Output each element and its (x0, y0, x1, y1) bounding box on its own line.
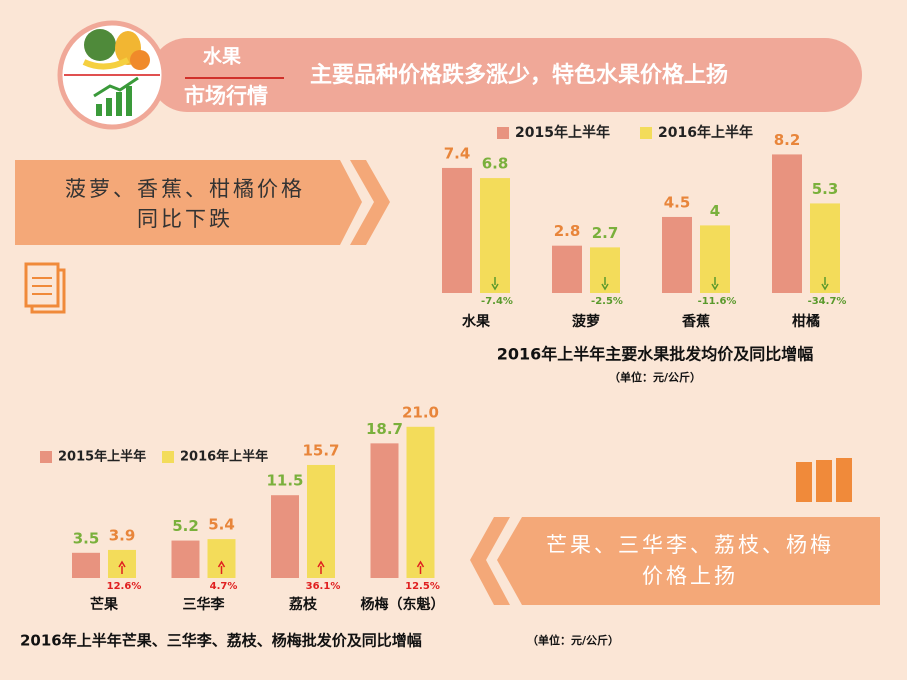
change-label: 36.1% (306, 581, 341, 592)
x-tick-label: 香蕉 (681, 313, 710, 330)
value-label: 2.7 (592, 224, 619, 242)
change-arrow (217, 560, 226, 574)
value-label: 5.3 (812, 180, 839, 198)
icon-bar (96, 104, 102, 116)
value-label: 11.5 (266, 472, 303, 490)
icon-melon (84, 29, 116, 61)
change-arrow (821, 277, 829, 291)
chart-title: 2016年上半年主要水果批发均价及同比增幅 (497, 345, 814, 364)
callout (497, 517, 880, 605)
binder-icon (796, 462, 812, 502)
icon-bar (116, 92, 122, 116)
chart-title: 2016年上半年芒果、三华李、荔枝、杨梅批发价及同比增幅 (20, 632, 422, 650)
legend-label: 2016年上半年 (180, 449, 268, 465)
x-tick-label: 柑橘 (792, 313, 820, 330)
callout-text: 价格上扬 (642, 564, 738, 588)
change-label: -34.7% (808, 296, 847, 307)
change-label: 12.6% (107, 581, 142, 592)
value-label: 8.2 (774, 131, 801, 149)
bar (552, 245, 582, 293)
bar (72, 552, 100, 578)
x-tick-label: 杨梅（东魁） (361, 596, 445, 613)
change-arrow (317, 560, 325, 574)
bar (271, 495, 299, 578)
icon-trend (93, 76, 139, 98)
callout-text: 芒果、三华李、荔枝、杨梅 (546, 533, 834, 557)
change-label: 12.5% (405, 581, 440, 592)
callout (15, 160, 362, 245)
binder-icon (836, 458, 852, 502)
bar (442, 167, 472, 293)
value-label: 6.8 (482, 155, 509, 173)
binder-icon (816, 460, 832, 502)
change-arrow (416, 560, 425, 574)
headline: 主要品种价格跌多涨少，特色水果价格上扬 (310, 62, 728, 88)
icon-banana (82, 57, 130, 70)
value-label: 3.5 (73, 529, 100, 547)
icon-orange (130, 50, 150, 70)
value-label: 2.8 (554, 222, 581, 240)
change-arrow (118, 560, 126, 574)
bar (171, 540, 200, 578)
legend-swatch (640, 127, 652, 139)
change-label: -11.6% (698, 296, 737, 307)
value-label: 5.2 (172, 517, 199, 535)
callout-text: 同比下跌 (137, 207, 233, 231)
legend-label: 2015年上半年 (515, 124, 610, 141)
legend-label: 2016年上半年 (658, 124, 753, 141)
value-label: 5.4 (208, 516, 235, 534)
change-arrow (491, 277, 499, 291)
value-label: 15.7 (302, 441, 339, 459)
callout-chevron (470, 517, 510, 605)
bar (370, 443, 399, 578)
banner (150, 38, 862, 112)
category: 水果 (203, 46, 241, 68)
change-arrow (711, 277, 719, 291)
chart-subtitle: （单位：元/公斤） (609, 370, 701, 384)
x-tick-label: 三华李 (183, 596, 226, 613)
value-label: 4.5 (664, 193, 691, 211)
value-label: 18.7 (366, 420, 403, 438)
legend-label: 2015年上半年 (58, 449, 146, 465)
legend-swatch (40, 451, 52, 463)
legend-swatch (162, 451, 174, 463)
value-label: 4 (710, 202, 720, 220)
change-label: -2.5% (591, 296, 623, 307)
x-tick-label: 芒果 (90, 596, 119, 613)
x-tick-label: 菠萝 (572, 313, 600, 330)
bar (662, 216, 692, 293)
bar (590, 247, 620, 293)
value-label: 3.9 (109, 526, 136, 544)
change-label: 4.7% (210, 581, 238, 592)
value-label: 7.4 (444, 144, 471, 162)
icon-bar (106, 98, 112, 116)
legend-swatch (497, 127, 509, 139)
bar (480, 178, 510, 293)
callout-chevron (350, 160, 390, 245)
x-tick-label: 水果 (462, 313, 491, 330)
value-label: 21.0 (402, 403, 439, 421)
change-arrow (601, 277, 609, 291)
callout-text: 菠萝、香蕉、柑橘价格 (65, 177, 305, 201)
bar (772, 154, 802, 293)
bar (406, 426, 435, 578)
section: 市场行情 (184, 84, 268, 108)
chart-subtitle: （单位：元/公斤） (527, 633, 619, 647)
x-tick-label: 荔枝 (288, 596, 318, 613)
icon-bar (126, 86, 132, 116)
change-label: -7.4% (481, 296, 513, 307)
bar (307, 464, 335, 578)
